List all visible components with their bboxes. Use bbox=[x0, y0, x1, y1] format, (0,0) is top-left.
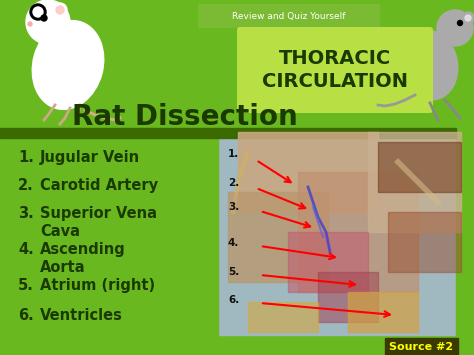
Bar bbox=[348, 292, 418, 332]
Text: Carotid Artery: Carotid Artery bbox=[40, 178, 158, 193]
Text: 3.: 3. bbox=[228, 202, 239, 212]
Text: Rat Dissection: Rat Dissection bbox=[72, 103, 298, 131]
Bar bbox=[248, 302, 318, 332]
Bar bbox=[385, 338, 458, 355]
Text: THORACIC
CIRCULATION: THORACIC CIRCULATION bbox=[262, 49, 408, 91]
Bar bbox=[288, 232, 368, 292]
Circle shape bbox=[53, 3, 67, 17]
Text: 1.: 1. bbox=[228, 149, 239, 159]
Bar bbox=[388, 212, 461, 272]
Circle shape bbox=[465, 15, 471, 21]
Circle shape bbox=[33, 7, 43, 17]
Ellipse shape bbox=[32, 21, 104, 109]
Text: 4.: 4. bbox=[18, 242, 34, 257]
Circle shape bbox=[462, 12, 474, 24]
Circle shape bbox=[28, 22, 32, 26]
Bar bbox=[238, 132, 378, 212]
Text: Atrium (right): Atrium (right) bbox=[40, 278, 155, 293]
Text: Review and Quiz Yourself: Review and Quiz Yourself bbox=[232, 11, 346, 21]
Circle shape bbox=[26, 0, 70, 44]
Text: Ventricles: Ventricles bbox=[40, 308, 123, 323]
Text: 1.: 1. bbox=[18, 150, 34, 165]
Bar bbox=[378, 142, 461, 192]
Bar bbox=[368, 132, 461, 232]
Text: Ascending
Aorta: Ascending Aorta bbox=[40, 242, 126, 275]
Text: 6.: 6. bbox=[228, 295, 239, 305]
Bar bbox=[298, 172, 418, 292]
Circle shape bbox=[56, 6, 64, 14]
Bar bbox=[228, 192, 328, 282]
Text: Source #2: Source #2 bbox=[390, 342, 454, 351]
Bar bbox=[0, 0, 474, 130]
Ellipse shape bbox=[402, 30, 458, 100]
Bar bbox=[456, 130, 474, 355]
Circle shape bbox=[30, 4, 46, 20]
Circle shape bbox=[41, 15, 47, 21]
Text: 5.: 5. bbox=[18, 278, 34, 293]
Bar bbox=[0, 138, 218, 355]
Text: 3.: 3. bbox=[18, 206, 34, 221]
Text: Jugular Vein: Jugular Vein bbox=[40, 150, 140, 165]
Text: 2.: 2. bbox=[228, 178, 239, 188]
Text: Superior Vena
Cava: Superior Vena Cava bbox=[40, 206, 157, 239]
FancyBboxPatch shape bbox=[198, 4, 380, 28]
Bar bbox=[0, 128, 456, 138]
Circle shape bbox=[457, 21, 463, 26]
Bar bbox=[318, 272, 378, 322]
FancyBboxPatch shape bbox=[237, 27, 433, 113]
Bar bbox=[218, 132, 461, 335]
Text: 5.: 5. bbox=[228, 267, 239, 277]
Circle shape bbox=[437, 10, 473, 46]
Text: 4.: 4. bbox=[228, 238, 239, 248]
Text: 2.: 2. bbox=[18, 178, 34, 193]
Text: 6.: 6. bbox=[18, 308, 34, 323]
